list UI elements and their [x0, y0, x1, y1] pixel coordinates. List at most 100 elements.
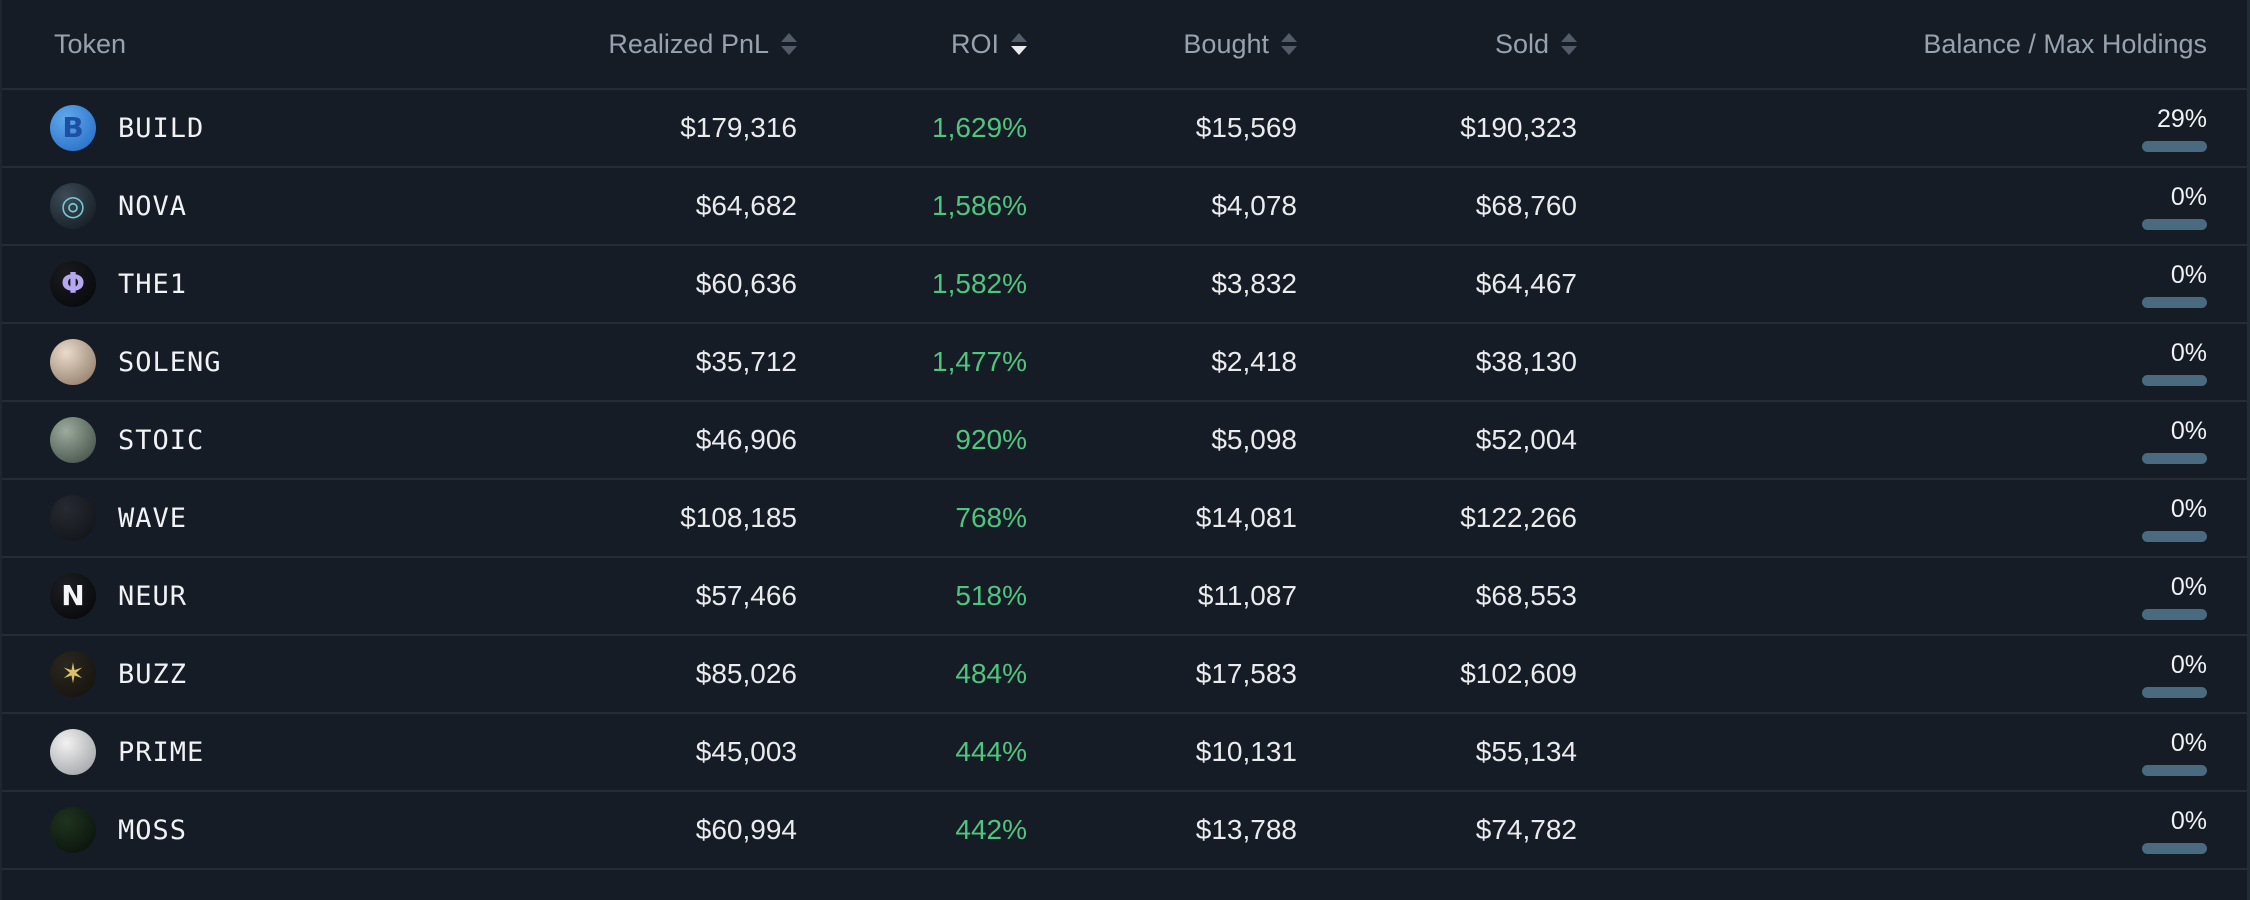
balance-cell: 0%: [1577, 807, 2207, 854]
balance-progress-bar: [2142, 218, 2207, 230]
balance-cell: 0%: [1577, 573, 2207, 620]
column-header-balance-max-holdings: Balance / Max Holdings: [1577, 29, 2207, 60]
balance-progress-bar: [2142, 530, 2207, 542]
column-header-sold[interactable]: Sold: [1297, 29, 1577, 60]
bought-value: $3,832: [1211, 268, 1297, 299]
balance-cell: 0%: [1577, 651, 2207, 698]
table-row[interactable]: B BUILD $179,316 1,629% $15,569 $190,323…: [2, 90, 2247, 168]
table-row[interactable]: ✶ BUZZ $85,026 484% $17,583 $102,609 0%: [2, 636, 2247, 714]
roi-value: 444%: [955, 736, 1027, 767]
roi-value: 1,477%: [932, 346, 1027, 377]
table-row[interactable]: STOIC $46,906 920% $5,098 $52,004 0%: [2, 402, 2247, 480]
realized-pnl-value: $64,682: [695, 190, 797, 221]
balance-progress-bar: [2142, 452, 2207, 464]
token-cell: N NEUR: [2, 573, 607, 619]
sort-icon[interactable]: [1011, 33, 1027, 55]
token-icon-glyph: N: [61, 579, 85, 612]
sort-icon[interactable]: [781, 33, 797, 55]
balance-cell: 0%: [1577, 495, 2207, 542]
prime-token-icon: [50, 729, 96, 775]
table-header: Token Realized PnL ROI Bought Sold Balan…: [2, 0, 2247, 90]
realized-pnl-value: $179,316: [680, 112, 797, 143]
sold-value: $55,134: [1475, 736, 1577, 767]
bought-value: $5,098: [1211, 424, 1297, 455]
column-header-realized-pnl[interactable]: Realized PnL: [607, 29, 797, 60]
token-symbol: NOVA: [118, 190, 188, 222]
token-cell: MOSS: [2, 807, 607, 853]
roi-value: 518%: [955, 580, 1027, 611]
roi-value: 1,586%: [932, 190, 1027, 221]
table-row[interactable]: PRIME $45,003 444% $10,131 $55,134 0%: [2, 714, 2247, 792]
balance-percent: 0%: [2170, 728, 2207, 757]
moss-robot-icon: [50, 807, 96, 853]
bought-value: $2,418: [1211, 346, 1297, 377]
column-header-token: Token: [2, 29, 607, 60]
balance-cell: 0%: [1577, 261, 2207, 308]
token-symbol: BUILD: [118, 112, 205, 144]
balance-percent: 29%: [2156, 104, 2207, 133]
buzz-bee-icon: ✶: [50, 651, 96, 697]
bought-value: $10,131: [1195, 736, 1297, 767]
balance-percent: 0%: [2170, 260, 2207, 289]
roi-value: 920%: [955, 424, 1027, 455]
table-row[interactable]: ◎ NOVA $64,682 1,586% $4,078 $68,760 0%: [2, 168, 2247, 246]
token-icon-glyph: ✶: [61, 657, 85, 690]
sold-value: $102,609: [1460, 658, 1577, 689]
realized-pnl-value: $46,906: [695, 424, 797, 455]
roi-value: 768%: [955, 502, 1027, 533]
roi-value: 442%: [955, 814, 1027, 845]
column-label-realized-pnl: Realized PnL: [608, 28, 769, 59]
bought-value: $15,569: [1195, 112, 1297, 143]
token-cell: STOIC: [2, 417, 607, 463]
bought-value: $17,583: [1195, 658, 1297, 689]
wave-token-icon: [50, 495, 96, 541]
sold-value: $52,004: [1475, 424, 1577, 455]
sort-icon[interactable]: [1281, 33, 1297, 55]
balance-percent: 0%: [2170, 416, 2207, 445]
balance-percent: 0%: [2170, 572, 2207, 601]
balance-percent: 0%: [2170, 338, 2207, 367]
sold-value: $122,266: [1460, 502, 1577, 533]
balance-cell: 0%: [1577, 183, 2207, 230]
realized-pnl-value: $60,994: [695, 814, 797, 845]
token-cell: ◎ NOVA: [2, 183, 607, 229]
balance-percent: 0%: [2170, 806, 2207, 835]
column-header-roi[interactable]: ROI: [797, 29, 1027, 60]
table-row[interactable]: SOLENG $35,712 1,477% $2,418 $38,130 0%: [2, 324, 2247, 402]
token-cell: B BUILD: [2, 105, 607, 151]
balance-cell: 0%: [1577, 339, 2207, 386]
sort-icon[interactable]: [1561, 33, 1577, 55]
table-row[interactable]: N NEUR $57,466 518% $11,087 $68,553 0%: [2, 558, 2247, 636]
nova-lens-icon: ◎: [50, 183, 96, 229]
balance-progress-bar: [2142, 764, 2207, 776]
sold-value: $38,130: [1475, 346, 1577, 377]
token-cell: PRIME: [2, 729, 607, 775]
the1-token-icon: Φ: [50, 261, 96, 307]
token-symbol: MOSS: [118, 814, 188, 846]
balance-percent: 0%: [2170, 650, 2207, 679]
balance-progress-bar: [2142, 842, 2207, 854]
token-symbol: PRIME: [118, 736, 205, 768]
token-symbol: BUZZ: [118, 658, 188, 690]
column-label-balance-max-holdings: Balance / Max Holdings: [1923, 28, 2207, 59]
balance-progress-bar: [2142, 140, 2207, 152]
token-symbol: SOLENG: [118, 346, 222, 378]
realized-pnl-value: $108,185: [680, 502, 797, 533]
column-header-bought[interactable]: Bought: [1027, 29, 1297, 60]
realized-pnl-value: $60,636: [695, 268, 797, 299]
roi-value: 1,582%: [932, 268, 1027, 299]
soleng-avatar-icon: [50, 339, 96, 385]
token-icon-glyph: B: [62, 111, 84, 144]
sold-value: $68,553: [1475, 580, 1577, 611]
column-label-sold: Sold: [1494, 28, 1549, 59]
token-symbol: WAVE: [118, 502, 188, 534]
balance-percent: 0%: [2170, 182, 2207, 211]
table-row[interactable]: WAVE $108,185 768% $14,081 $122,266 0%: [2, 480, 2247, 558]
balance-progress-bar: [2142, 374, 2207, 386]
table-row[interactable]: Φ THE1 $60,636 1,582% $3,832 $64,467 0%: [2, 246, 2247, 324]
token-icon-glyph: Φ: [61, 267, 85, 300]
roi-value: 1,629%: [932, 112, 1027, 143]
bought-value: $13,788: [1195, 814, 1297, 845]
table-row[interactable]: MOSS $60,994 442% $13,788 $74,782 0%: [2, 792, 2247, 870]
